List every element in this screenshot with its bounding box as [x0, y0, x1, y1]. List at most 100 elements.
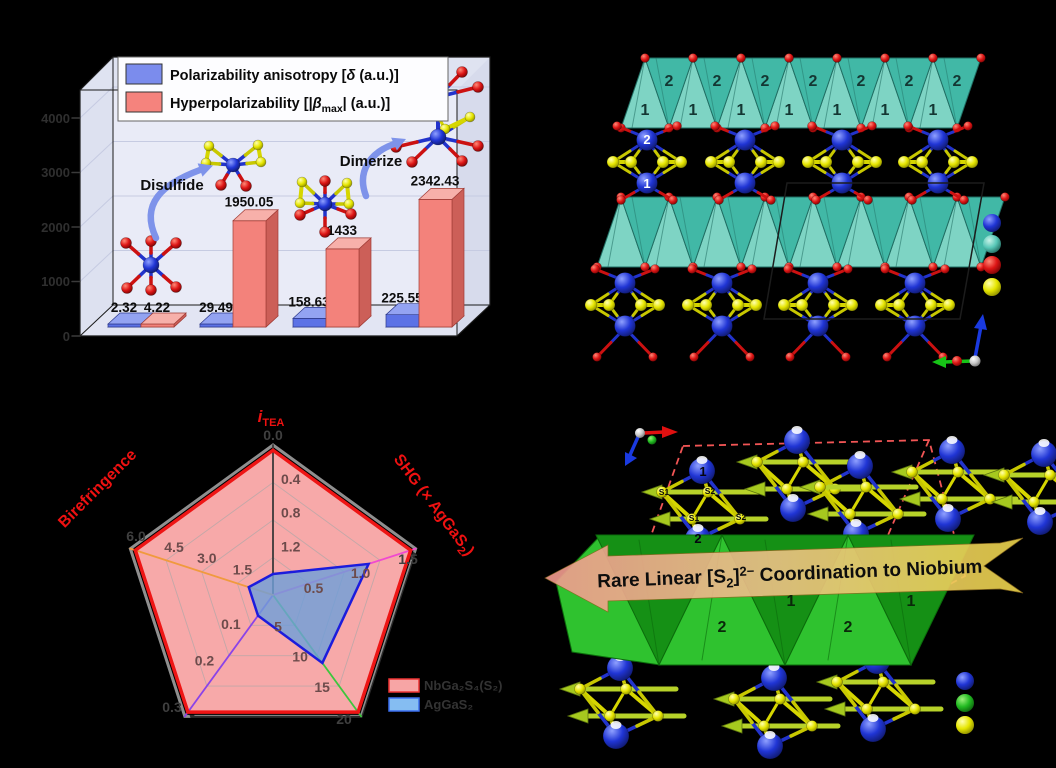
o-atom: [688, 53, 698, 63]
legend-sphere-o: [983, 256, 1001, 274]
s-atom: [296, 176, 308, 188]
bar-front: [418, 198, 453, 328]
bar-chart-bars: 2.32 4.22 29.49 1950.05 158.63 1433 225.55 2342…: [107, 173, 465, 328]
nb-atom: [807, 315, 829, 337]
series-outline-nbga2s4: [133, 448, 413, 714]
o-atom: [668, 195, 678, 205]
bar-value-label: 225.55: [381, 291, 423, 306]
tetra-label: 2: [718, 619, 727, 636]
o-atom: [121, 282, 133, 294]
s-site-label: S1: [659, 487, 670, 497]
s-atom: [936, 493, 948, 505]
s-atom: [861, 703, 873, 715]
s-atom: [952, 466, 964, 478]
legend-text: | (a.u.)]: [343, 96, 391, 112]
tetra-fold: [871, 196, 886, 268]
banner-superscript: 2−: [739, 563, 755, 579]
bar-chart-legend: Polarizability anisotropy [δ (a.u.)] Hyp…: [117, 56, 449, 122]
radar-legend-swatch-nb: [388, 678, 420, 693]
o-atom: [710, 121, 720, 131]
radar-tick-label: 4.5: [164, 539, 184, 555]
s-atom: [998, 469, 1010, 481]
s-atom: [731, 298, 745, 312]
nb-atom: [636, 129, 658, 151]
nb-s-cluster: [801, 121, 883, 205]
nb-atom: [807, 272, 829, 294]
axis-triad-b: [932, 314, 987, 368]
nb-atom: [614, 272, 636, 294]
crystal-structure-b: 1 1 1 1 1 1 12 2 2 2 2 2 2: [584, 53, 1010, 362]
s-atom: [892, 298, 906, 312]
o-atom: [785, 352, 795, 362]
nb-s-cluster: [897, 121, 979, 205]
s-atom: [754, 155, 768, 169]
s-atom: [806, 720, 818, 732]
radar-legend-label-nb: NbGa₂S₄(S₂): [424, 678, 502, 693]
s-atom: [751, 456, 763, 468]
s-site-label: S1: [689, 513, 700, 523]
nb-atom: [927, 129, 949, 151]
tetra-fold: [703, 57, 718, 129]
radar-legend: NbGa₂S₄(S₂) AgGaS₂: [388, 678, 502, 712]
axis-arrowhead-blue: [974, 314, 987, 330]
tetra-label: 1: [787, 593, 796, 610]
radar-tick-label: 0.1: [221, 616, 241, 632]
tetra-down: [764, 196, 814, 269]
tetra-label-down: 2: [761, 73, 770, 90]
o-atom: [928, 53, 938, 63]
bar-value-label: 29.49: [199, 300, 233, 315]
s-atom: [704, 155, 718, 169]
o-atom: [592, 352, 602, 362]
radar-tick-label: 0.5: [304, 580, 324, 596]
tetra-down: [788, 57, 838, 130]
nb-s-cluster: [704, 121, 786, 205]
tetra-label-up: 1: [737, 102, 746, 119]
s-atom: [814, 481, 826, 493]
nb-atom: [429, 128, 447, 146]
s-atom: [845, 298, 859, 312]
bar-front: [232, 220, 267, 328]
o-atom: [784, 53, 794, 63]
o-atom: [882, 352, 892, 362]
o-atom: [867, 121, 877, 131]
bar-side: [451, 187, 465, 328]
nb-atom: [142, 256, 160, 274]
tetra-label-down: 2: [713, 73, 722, 90]
tetra-fold: [751, 57, 766, 129]
tetra-label-up: 1: [689, 102, 698, 119]
spin-arrowhead: [648, 511, 671, 527]
edge: [79, 304, 114, 337]
tetra-fold: [727, 196, 742, 268]
s-atom: [1028, 496, 1040, 508]
o-atom: [766, 195, 776, 205]
s-atom: [869, 155, 883, 169]
s-atom: [909, 703, 921, 715]
legend-text: Hyperpolarizability [|: [170, 96, 313, 112]
s-atom: [602, 298, 616, 312]
o-atom: [959, 195, 969, 205]
disulfide-arrow: [147, 166, 204, 242]
legend-sphere-nb: [956, 672, 974, 690]
nb-s2-cluster: [982, 439, 1056, 536]
tetra-fold: [631, 57, 646, 129]
o-atom: [1000, 192, 1010, 202]
bar-top: [140, 312, 187, 325]
radar-tick-label: 0.8: [281, 505, 301, 521]
bar-front: [107, 323, 142, 328]
legend-text: (a.u.)]: [355, 68, 399, 84]
nb-s-cluster: [874, 264, 956, 362]
radar-plot: 0.0 0.4 0.8 1.2 1.5 1.0 0.5 20 15 10 5 0.3 0.2 0.1 6.0…: [126, 427, 419, 727]
spin-arrowhead: [720, 718, 743, 734]
tetra-fold: [799, 196, 814, 268]
s-site-label: S2: [705, 486, 716, 496]
o-atom: [240, 180, 252, 192]
o-atom: [145, 284, 157, 296]
atom-highlight: [1038, 439, 1050, 447]
annotation-disulfide: Disulfide: [140, 177, 203, 194]
tetra-fold: [895, 196, 910, 268]
tetra-fold: [847, 196, 862, 268]
s-atom: [722, 155, 736, 169]
s-atom: [686, 513, 698, 525]
s-atom: [584, 298, 598, 312]
tetra-fold: [919, 196, 934, 268]
